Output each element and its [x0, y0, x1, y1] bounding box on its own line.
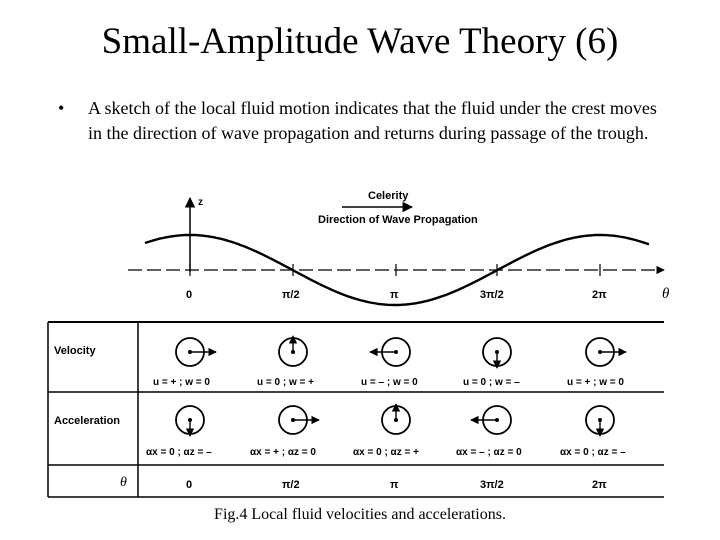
phase-tick-3: 3π/2 — [480, 289, 504, 301]
theta-value-2: π — [390, 479, 399, 491]
velocity-label-4: u = + ; w = 0 — [567, 377, 624, 388]
theta-value-1: π/2 — [282, 479, 300, 491]
row-label-velocity: Velocity — [54, 345, 96, 357]
velocity-particle-0 — [188, 350, 192, 354]
acceleration-particle-3 — [495, 418, 499, 422]
velocity-particle-2 — [394, 350, 398, 354]
phase-tick-0: 0 — [186, 289, 192, 301]
acceleration-label-2: αx = 0 ; αz = + — [353, 447, 419, 458]
acceleration-label-1: αx = + ; αz = 0 — [250, 447, 316, 458]
phase-tick-2: π — [390, 289, 399, 301]
direction-label: Direction of Wave Propagation — [318, 214, 478, 226]
bullet-symbol: • — [58, 98, 65, 118]
row-label-theta: θ — [120, 475, 127, 490]
velocity-particle-1 — [291, 350, 295, 354]
acceleration-label-4: αx = 0 ; αz = – — [560, 447, 626, 458]
z-axis-label: z — [198, 197, 203, 208]
velocity-particle-3 — [495, 350, 499, 354]
wave-profile — [144, 233, 650, 307]
bullet-text: A sketch of the local fluid motion indic… — [88, 98, 657, 143]
acceleration-particle-1 — [291, 418, 295, 422]
acceleration-label-3: αx = – ; αz = 0 — [456, 447, 522, 458]
celerity-label: Celerity — [368, 190, 409, 202]
velocity-label-2: u = – ; w = 0 — [361, 377, 418, 388]
velocity-label-3: u = 0 ; w = – — [463, 377, 520, 388]
acceleration-circles — [175, 403, 615, 437]
theta-value-0: 0 — [186, 479, 192, 491]
slide-title: Small-Amplitude Wave Theory (6) — [101, 21, 619, 62]
theta-value-3: 3π/2 — [480, 479, 504, 491]
velocity-label-0: u = + ; w = 0 — [153, 377, 210, 388]
acceleration-particle-0 — [188, 418, 192, 422]
figure-caption: Fig.4 Local fluid velocities and acceler… — [214, 506, 506, 523]
theta-axis-label: θ — [662, 286, 670, 302]
acceleration-label-0: αx = 0 ; αz = – — [146, 447, 212, 458]
velocity-label-1: u = 0 ; w = + — [257, 377, 314, 388]
phase-tick-4: 2π — [592, 289, 607, 301]
velocity-circles — [175, 335, 627, 369]
phase-tick-1: π/2 — [282, 289, 300, 301]
table-grid — [47, 321, 664, 498]
acceleration-particle-4 — [598, 418, 602, 422]
acceleration-particle-2 — [394, 418, 398, 422]
velocity-particle-4 — [598, 350, 602, 354]
row-label-acceleration: Acceleration — [54, 415, 120, 427]
theta-value-4: 2π — [592, 479, 607, 491]
